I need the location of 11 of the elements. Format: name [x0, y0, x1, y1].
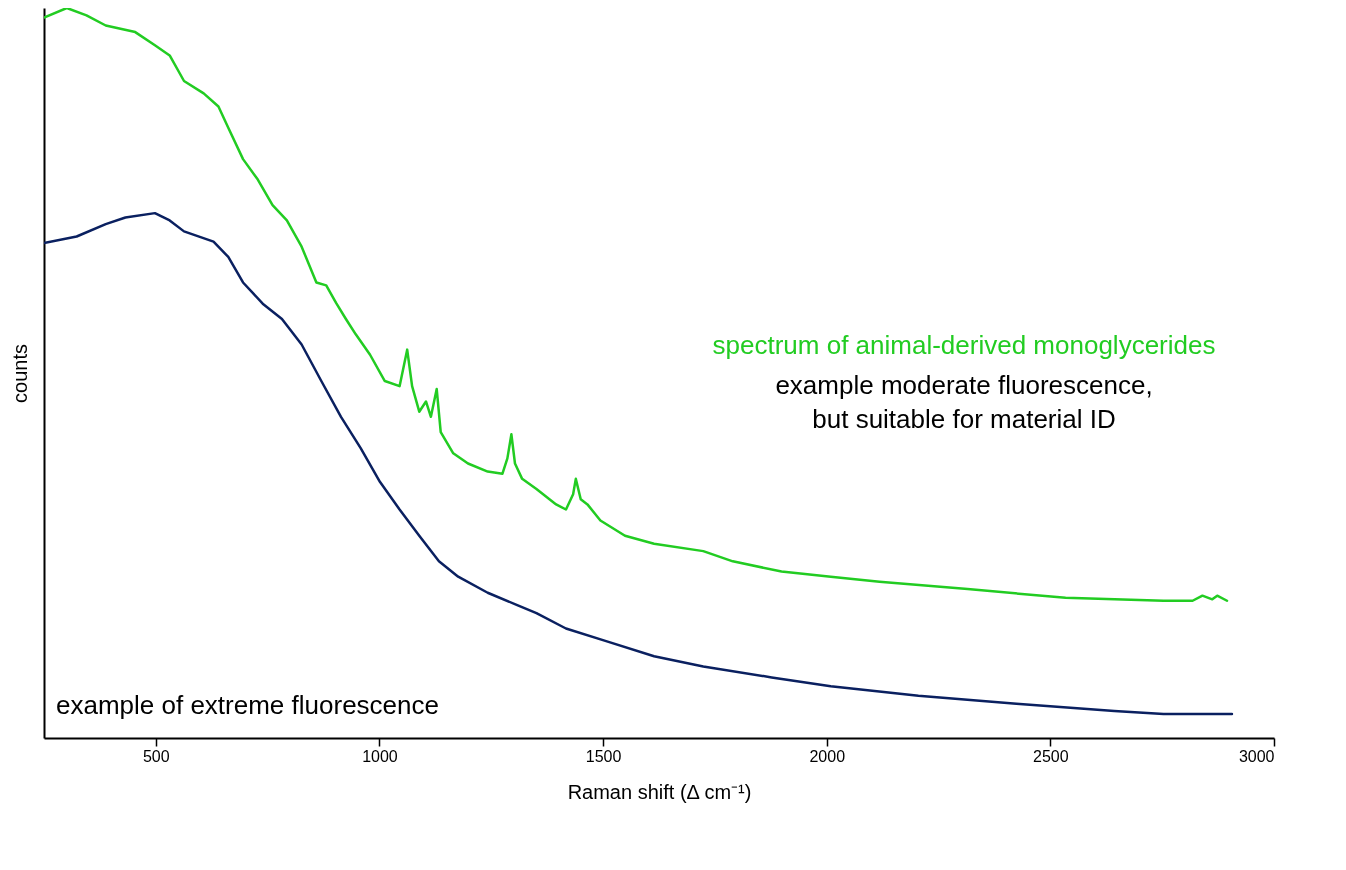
annotation: spectrum of animal-derived monoglycerides	[712, 330, 1216, 360]
x-tick-label: 2500	[1033, 747, 1069, 765]
x-tick-label: 500	[142, 747, 170, 765]
x-axis-title: Raman shift (Δ cm⁻¹)	[567, 780, 752, 803]
annotation: example moderate fluorescence, but suitable for material ID	[775, 370, 1153, 434]
y-axis-title: counts	[8, 344, 31, 403]
x-tick-label: 2000	[809, 747, 846, 765]
x-tick-label: 1500	[585, 747, 622, 765]
x-tick-label: 3000	[1238, 747, 1275, 765]
annotation: example of extreme fluorescence	[56, 690, 439, 720]
x-tick-label: 1000	[362, 747, 398, 765]
